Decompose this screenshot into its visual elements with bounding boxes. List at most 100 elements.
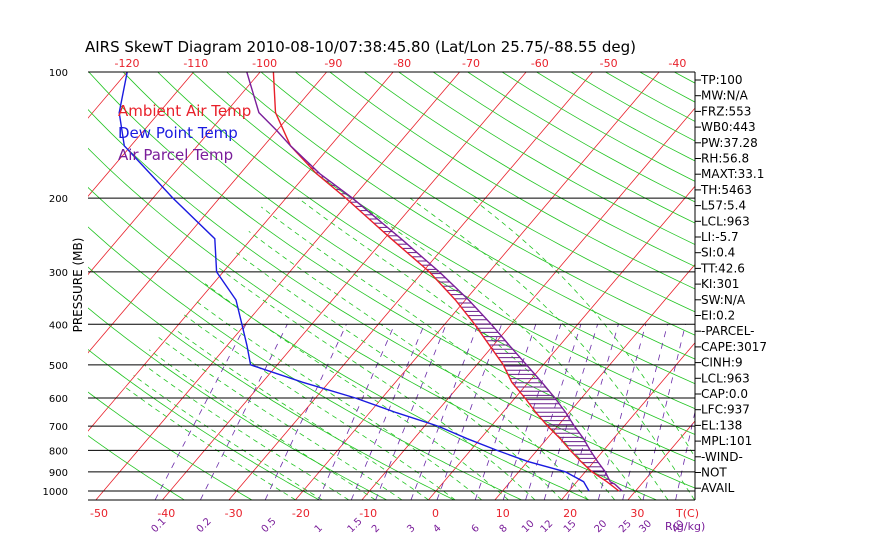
pressure-tick-label: 100 xyxy=(49,68,68,79)
mixing-unit-label: R(g/kg) xyxy=(665,520,705,533)
moist-adiabat-line xyxy=(174,328,429,500)
mixing-ratio-tick-label: 25 xyxy=(617,518,634,535)
index-label: TT:42.6 xyxy=(700,261,745,275)
mixing-ratio-tick-label: 30 xyxy=(637,518,654,535)
isotherm-line xyxy=(88,72,195,197)
isotherm-line xyxy=(0,63,2,500)
bottom-temp-tick-label: 30 xyxy=(630,507,644,520)
bottom-temp-tick-label: 20 xyxy=(563,507,577,520)
dewpoint-line xyxy=(118,72,590,492)
index-label: TH:5463 xyxy=(700,183,752,197)
dry-adiabat-line xyxy=(191,72,695,385)
moist-adiabat-line xyxy=(236,252,562,500)
isotherm-line xyxy=(428,185,695,500)
legend-dewpoint: Dew Point Temp xyxy=(118,124,238,142)
moist-adiabat-line xyxy=(261,206,616,500)
bottom-temp-tick-label: -20 xyxy=(292,507,310,520)
mixing-ratio-tick-label: 6 xyxy=(470,523,482,535)
mixing-ratio-line xyxy=(567,324,619,500)
top-temp-tick-label: -100 xyxy=(252,57,277,70)
dry-adiabat-line xyxy=(295,72,695,313)
index-label: LI:-5.7 xyxy=(701,230,739,244)
ambient-temp-line xyxy=(272,72,620,492)
pressure-tick-label: 400 xyxy=(49,320,68,331)
index-label: FRZ:553 xyxy=(701,104,751,118)
bottom-temp-tick-label: -30 xyxy=(225,507,243,520)
top-temp-tick-label: -50 xyxy=(600,57,618,70)
mixing-ratio-tick-label: 2 xyxy=(370,523,382,535)
dry-adiabat-line xyxy=(88,147,657,500)
moist-adiabat-line xyxy=(143,364,349,500)
moist-adiabat-line xyxy=(204,283,509,500)
mixing-ratio-tick-label: 20 xyxy=(593,518,610,535)
legend-ambient: Ambient Air Temp xyxy=(118,102,251,120)
index-label: LFC:937 xyxy=(701,403,750,417)
isotherm-line xyxy=(827,63,870,500)
top-temp-tick-label: -120 xyxy=(115,57,140,70)
dry-adiabat-line xyxy=(329,72,695,290)
dry-adiabat-line xyxy=(88,109,695,489)
moist-adiabat-line xyxy=(158,337,403,500)
moist-adiabat-line xyxy=(409,197,695,500)
moist-adiabat-line xyxy=(133,375,323,500)
y-axis-label: PRESSURE (MB) xyxy=(71,238,85,333)
dry-adiabat-line xyxy=(398,72,695,246)
top-temp-tick-label: -80 xyxy=(393,57,411,70)
mixing-ratio-tick-label: 8 xyxy=(498,523,510,535)
isotherm-line xyxy=(627,420,695,500)
mixing-ratio-tick-label: 0.5 xyxy=(260,516,279,535)
mixing-ratio-tick-label: 12 xyxy=(539,518,556,535)
mixing-ratio-tick-label: 1 xyxy=(313,523,325,535)
isotherm-line xyxy=(95,72,461,500)
parcel-line xyxy=(246,72,623,492)
mixing-ratio-tick-label: 15 xyxy=(562,518,579,535)
dry-adiabat-line xyxy=(432,72,695,224)
pressure-tick-label: 200 xyxy=(49,194,68,205)
isotherm-line xyxy=(88,72,261,276)
mixing-ratio-tick-label: 10 xyxy=(520,518,537,535)
index-label: LCL:963 xyxy=(701,214,750,228)
legend: Ambient Air Temp Dew Point Temp Air Parc… xyxy=(118,102,251,164)
dry-adiabat-line xyxy=(88,72,695,462)
bottom-temp-tick-label: 10 xyxy=(496,507,510,520)
mixing-ratio-tick-label: 0.2 xyxy=(195,516,214,535)
dry-adiabat-line xyxy=(743,72,870,500)
mixing-ratio-line xyxy=(642,324,686,500)
isotherm-line xyxy=(88,72,128,119)
dry-adiabat-line xyxy=(88,266,455,500)
mixing-ratio-line xyxy=(318,324,395,500)
pressure-tick-label: 700 xyxy=(49,422,68,433)
top-temp-tick-label: -60 xyxy=(531,57,549,70)
pressure-tick-label: 500 xyxy=(49,361,68,372)
dry-adiabat-line xyxy=(88,435,185,500)
moist-adiabat-line xyxy=(215,265,536,500)
isotherm-line xyxy=(0,63,69,500)
isotherm-line xyxy=(561,342,695,500)
moist-adiabat-line xyxy=(351,197,669,500)
dry-adiabat-line xyxy=(260,72,695,336)
index-label: MAXT:33.1 xyxy=(701,167,764,181)
dry-adiabat-line xyxy=(122,72,695,435)
top-temp-tick-label: -70 xyxy=(462,57,480,70)
isotherm-line xyxy=(494,263,695,500)
isotherm-line xyxy=(361,107,695,500)
mixing-ratio-line xyxy=(410,324,479,500)
moist-adiabat-line xyxy=(122,385,296,500)
dry-adiabat-line xyxy=(88,391,252,500)
pressure-tick-label: 900 xyxy=(49,468,68,479)
chart-title: AIRS SkewT Diagram 2010-08-10/07:38:45.8… xyxy=(85,38,636,56)
dry-adiabat-line xyxy=(88,226,522,500)
index-label: EI:0.2 xyxy=(701,309,735,323)
moist-adiabat-line xyxy=(248,230,589,500)
bottom-temp-tick-label: -40 xyxy=(157,507,175,520)
top-temp-tick-label: -110 xyxy=(183,57,208,70)
moist-adiabat-line xyxy=(297,197,642,500)
mixing-ratio-line xyxy=(350,324,425,500)
mixing-ratio-line xyxy=(264,324,347,500)
moist-adiabat-line xyxy=(471,197,695,458)
bottom-temp-tick-label: -50 xyxy=(90,507,108,520)
mixing-ratio-line xyxy=(436,324,502,500)
top-temp-tick-label: -90 xyxy=(324,57,342,70)
